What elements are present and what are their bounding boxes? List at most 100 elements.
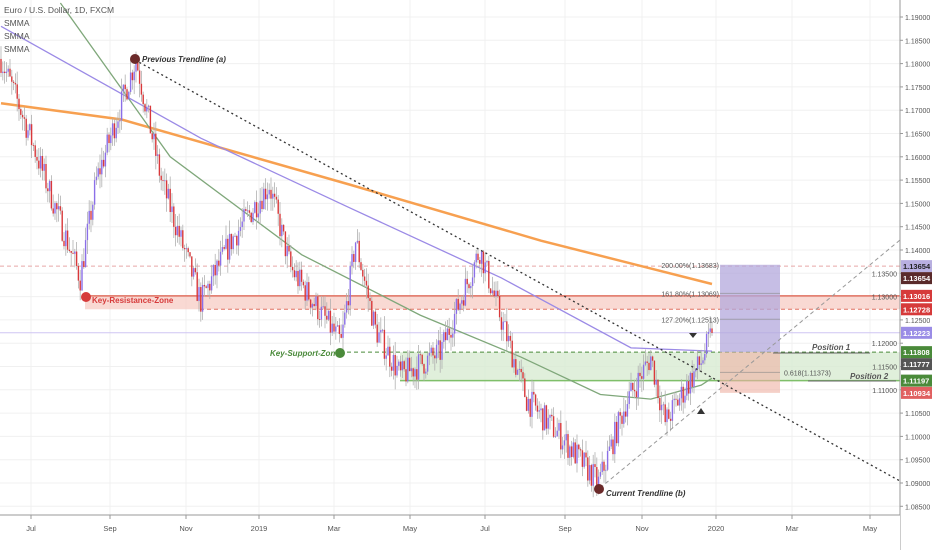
- candle-body: [511, 340, 513, 368]
- candle-body: [182, 230, 184, 249]
- candle-body: [641, 376, 643, 379]
- time-tick-label: Nov: [179, 524, 193, 533]
- candle-body: [369, 298, 371, 301]
- candle-body: [711, 328, 713, 333]
- candle-body: [324, 306, 326, 316]
- candle-body: [648, 362, 650, 371]
- candle-body: [457, 298, 459, 310]
- candle-body: [405, 369, 407, 382]
- candle-body: [527, 398, 530, 411]
- previous-trendline: [134, 59, 901, 482]
- candle-body: [153, 133, 155, 140]
- candles: [0, 46, 713, 498]
- candle-body: [137, 61, 139, 71]
- candle-body: [489, 288, 492, 294]
- candle-body: [185, 248, 188, 250]
- candle-body: [297, 270, 299, 287]
- time-tick-label: 2020: [708, 524, 725, 533]
- position-2-label: Position 2: [850, 372, 889, 381]
- candle-body: [27, 130, 29, 138]
- candle-body: [236, 235, 238, 246]
- candle-body: [570, 446, 573, 457]
- candle-body: [142, 94, 144, 105]
- candle-body: [615, 421, 618, 444]
- candle-body: [164, 180, 166, 182]
- candle-body: [498, 295, 501, 318]
- candle-body: [561, 445, 564, 450]
- candle-body: [432, 347, 434, 356]
- candle-body: [399, 361, 402, 371]
- candle-body: [435, 344, 438, 359]
- price-tick-label: 1.11000: [872, 388, 897, 395]
- candle-body: [655, 379, 657, 385]
- indicator-smma-2[interactable]: SMMA: [4, 31, 30, 41]
- price-badge-label: 1.12728: [903, 305, 930, 314]
- candle-body: [543, 405, 546, 431]
- candle-body: [637, 372, 639, 398]
- candle-body: [536, 405, 539, 412]
- candle-body: [54, 203, 56, 214]
- candle-body: [651, 356, 654, 361]
- candle-body: [340, 333, 342, 338]
- candle-body: [209, 283, 211, 291]
- candle-body: [423, 364, 425, 374]
- candle-body: [131, 72, 134, 81]
- time-tick-label: May: [403, 524, 417, 533]
- candle-body: [434, 355, 436, 359]
- indicator-smma-1[interactable]: SMMA: [4, 18, 30, 28]
- candle-body: [459, 303, 461, 310]
- candle-body: [167, 188, 170, 199]
- candle-body: [322, 306, 324, 308]
- price-badge: [901, 303, 932, 316]
- candle-body: [383, 329, 386, 359]
- time-tick-label: Mar: [328, 524, 341, 533]
- candle-body: [300, 269, 303, 282]
- candle-body: [239, 227, 242, 231]
- candle-body: [475, 253, 477, 263]
- candle-body: [72, 252, 74, 254]
- price-tick-label: 1.09500: [905, 458, 930, 465]
- candle-body: [682, 386, 684, 403]
- price-badge-label: 1.13016: [903, 292, 930, 301]
- candle-body: [45, 163, 47, 189]
- candle-body: [509, 335, 512, 341]
- candle-body: [246, 210, 249, 212]
- candle-body: [590, 465, 593, 486]
- candle-body: [597, 476, 600, 486]
- candle-body: [43, 163, 45, 171]
- candle-body: [126, 89, 128, 100]
- candle-body: [138, 70, 141, 84]
- indicator-smma-3[interactable]: SMMA: [4, 44, 30, 54]
- candle-body: [327, 310, 330, 320]
- candle-body: [574, 442, 576, 464]
- candle-body: [668, 409, 670, 419]
- price-badge-label: 1.10934: [903, 389, 931, 398]
- candle-body: [677, 399, 679, 406]
- candle-body: [282, 224, 285, 232]
- candle-body: [275, 196, 278, 200]
- resistance-marker: [81, 292, 91, 302]
- candle-body: [18, 98, 20, 110]
- candle-body: [32, 145, 35, 146]
- candle-body: [162, 180, 164, 182]
- candle-body: [65, 230, 67, 247]
- candle-body: [66, 230, 69, 250]
- candle-body: [414, 369, 416, 377]
- price-badge-label: 1.11777: [903, 360, 930, 369]
- candle-body: [124, 84, 126, 90]
- candle-body: [394, 354, 396, 376]
- candle-body: [408, 357, 411, 372]
- candle-body: [259, 200, 261, 214]
- candle-body: [471, 277, 474, 287]
- candle-body: [560, 423, 562, 450]
- candle-body: [59, 206, 62, 211]
- candle-body: [464, 278, 467, 306]
- candle-body: [691, 372, 693, 387]
- candle-body: [97, 168, 99, 177]
- price-tick-label: 1.15500: [905, 178, 930, 185]
- fib-200-label: 200.00%(1.13683): [661, 263, 719, 270]
- candle-body: [612, 439, 614, 455]
- candle-body: [288, 245, 290, 252]
